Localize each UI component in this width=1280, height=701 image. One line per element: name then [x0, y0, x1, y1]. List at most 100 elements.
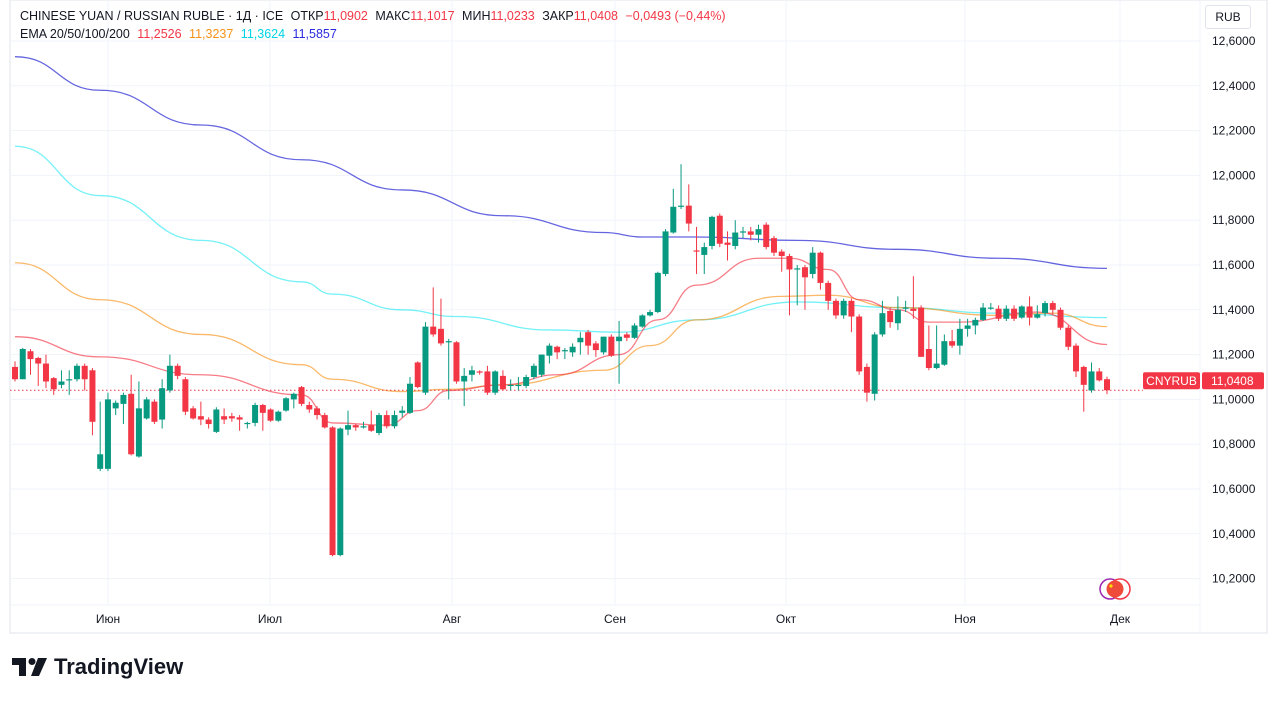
candle-down: [205, 419, 212, 425]
ema20-value: 11,2526: [137, 27, 182, 41]
candle-up: [941, 341, 948, 365]
candle-up: [1034, 314, 1041, 318]
candle-down: [1080, 366, 1087, 385]
change-value: −0,0493 (−0,44%): [625, 9, 726, 23]
candle-down: [801, 267, 808, 278]
candle-up: [507, 384, 514, 387]
chart-legend: CHINESE YUAN / RUSSIAN RUBLE · 1Д · ICE …: [20, 7, 730, 43]
candle-down: [554, 346, 561, 353]
candle-up: [252, 405, 259, 423]
candle-down: [89, 370, 96, 422]
candle-up: [894, 309, 901, 324]
candle-down: [128, 393, 135, 455]
candle-up: [399, 410, 406, 413]
candle-up: [58, 381, 65, 385]
candle-up: [376, 415, 382, 433]
candle-up: [337, 428, 344, 556]
candle-up: [244, 422, 251, 425]
candle-down: [863, 366, 870, 393]
candle-down: [925, 349, 932, 369]
candle-up: [97, 454, 104, 469]
x-tick-label: Авг: [443, 612, 462, 626]
candle-down: [763, 224, 770, 248]
candle-up: [809, 252, 816, 274]
y-tick-label: 10,6000: [1212, 482, 1256, 496]
candle-down: [918, 307, 925, 357]
candle-up: [701, 247, 708, 255]
x-tick-label: Сен: [604, 612, 626, 626]
candle-up: [538, 354, 545, 375]
x-tick-label: Ноя: [954, 612, 976, 626]
low-label: МИН: [462, 9, 491, 23]
candle-down: [887, 310, 894, 323]
candle-down: [414, 362, 421, 388]
candle-down: [35, 357, 42, 364]
candle-up: [345, 425, 352, 430]
ema200-line: [14, 56, 1108, 270]
candle-up: [662, 231, 669, 274]
candle-up: [66, 379, 73, 381]
candle-up: [360, 426, 367, 428]
candle-up: [647, 312, 654, 316]
candle-down: [321, 415, 328, 428]
candle-down: [368, 425, 375, 431]
low-value: 11,0233: [490, 9, 535, 23]
candle-up: [120, 394, 127, 404]
candle-up: [902, 307, 909, 309]
candle-up: [980, 307, 987, 320]
candle-up: [879, 313, 886, 335]
candle-up: [670, 206, 677, 233]
candle-up: [1003, 308, 1010, 319]
candle-up: [546, 345, 553, 356]
ema-legend[interactable]: EMA 20/50/100/200 11,2526 11,3237 11,362…: [20, 25, 730, 43]
candle-down: [747, 231, 754, 235]
y-tick-label: 11,6000: [1212, 258, 1255, 272]
candle-down: [1065, 327, 1072, 347]
chart-frame: [9, 0, 1268, 634]
candle-down: [27, 351, 34, 360]
open-label: ОТКР: [290, 9, 324, 23]
candle-up: [135, 408, 142, 457]
ema50-line: [14, 262, 1108, 393]
close-value: 11,0408: [573, 9, 619, 23]
candle-up: [1018, 306, 1025, 318]
candle-up: [283, 398, 290, 411]
china-flag-icon[interactable]: [1106, 580, 1124, 598]
x-tick-label: Июл: [258, 612, 282, 626]
candle-down: [221, 416, 228, 420]
candle-down: [778, 251, 785, 257]
candle-down: [259, 405, 266, 413]
candle-down: [1049, 303, 1056, 310]
candle-up: [577, 337, 584, 343]
candle-up: [104, 399, 111, 469]
candle-down: [430, 326, 437, 335]
candle-up: [166, 365, 173, 391]
currency-unit-button[interactable]: RUB: [1205, 5, 1251, 29]
candle-down: [685, 205, 692, 224]
candle-down: [182, 379, 189, 412]
candle-down: [383, 415, 390, 427]
candle-up: [794, 268, 801, 270]
y-tick-label: 11,4000: [1212, 303, 1255, 317]
open-value: 11,0902: [323, 9, 368, 23]
symbol-title[interactable]: CHINESE YUAN / RUSSIAN RUBLE · 1Д · ICE: [20, 9, 284, 23]
candle-down: [1104, 379, 1110, 391]
x-tick-label: Дек: [1110, 612, 1131, 626]
symbol-badge: [1143, 372, 1200, 390]
candle-up: [530, 365, 537, 377]
y-tick-label: 11,2000: [1212, 348, 1255, 362]
ema-label: EMA 20/50/100/200: [20, 27, 130, 41]
candle-down: [499, 375, 506, 390]
y-tick-label: 12,6000: [1212, 34, 1256, 48]
candle-down: [1026, 306, 1033, 318]
last-price-label: 11,0408: [1211, 374, 1254, 388]
candle-up: [956, 328, 963, 346]
candle-up: [112, 402, 119, 409]
y-tick-label: 12,4000: [1212, 79, 1256, 93]
y-tick-label: 12,2000: [1212, 124, 1256, 138]
candle-up: [515, 384, 522, 387]
high-label: МАКС: [375, 9, 411, 23]
candle-down: [817, 252, 824, 283]
tradingview-logo[interactable]: TradingView: [12, 654, 183, 680]
